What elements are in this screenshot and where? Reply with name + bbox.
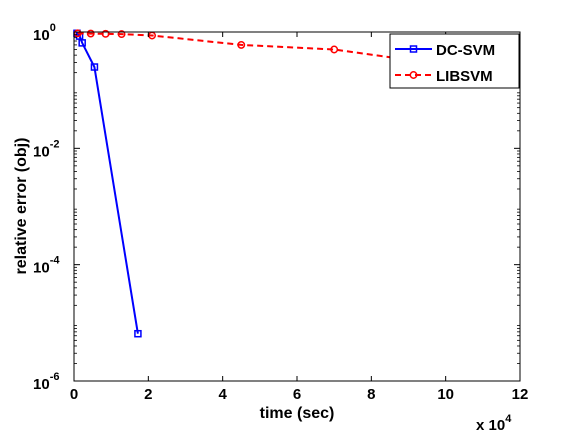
y-tick-label: 100 — [33, 22, 56, 44]
x-tick-label: 0 — [70, 386, 78, 403]
x-axis-ticks: 0 2 4 6 8 10 12 — [70, 32, 529, 403]
y-tick-label-base: 10 — [33, 376, 50, 393]
data-point-dc-svm — [134, 329, 142, 338]
x-tick-label: 8 — [367, 386, 375, 403]
plot-area — [74, 32, 520, 381]
data-point-dc-svm — [78, 39, 86, 47]
data-point-libsvm — [237, 40, 246, 49]
legend: DC-SVM LIBSVM — [389, 33, 520, 89]
x-scale-multiplier: x 104 — [476, 413, 512, 432]
x-scale-base: x 10 — [476, 417, 505, 432]
x-axis-label: time (sec) — [260, 405, 335, 422]
data-point-dc-svm — [90, 63, 99, 71]
data-point-libsvm — [86, 29, 95, 38]
y-tick-label-exponent: -4 — [50, 255, 61, 267]
x-scale-exponent: 4 — [505, 413, 512, 425]
x-tick-label: 6 — [293, 386, 301, 403]
series-line-dc-svm — [76, 32, 139, 334]
y-tick-label-base: 10 — [33, 143, 50, 160]
data-point-libsvm — [117, 30, 126, 39]
y-tick-label: 10-4 — [33, 255, 60, 277]
y-tick-label-exponent: -6 — [50, 371, 60, 383]
x-tick-label: 4 — [218, 386, 227, 403]
y-tick-label: 10-6 — [33, 371, 59, 393]
y-tick-label: 10-2 — [33, 138, 59, 160]
legend-label-libsvm: LIBSVM — [436, 68, 493, 85]
y-tick-label-exponent: 0 — [50, 22, 56, 34]
y-tick-label-base: 10 — [33, 27, 50, 44]
x-tick-label: 12 — [512, 386, 529, 403]
legend-marker-libsvm — [409, 71, 418, 79]
y-axis-label: relative error (obj) — [13, 138, 30, 275]
x-tick-label: 10 — [437, 386, 454, 403]
x-tick-label: 2 — [144, 386, 152, 403]
legend-marker-dc-svm — [409, 45, 418, 53]
data-point-libsvm — [330, 45, 339, 54]
y-tick-label-base: 10 — [33, 260, 50, 277]
legend-box — [389, 33, 520, 89]
data-point-libsvm — [101, 29, 110, 38]
data-point-libsvm — [73, 29, 82, 38]
series-layer — [73, 29, 432, 338]
legend-label-dc-svm: DC-SVM — [436, 42, 495, 59]
y-tick-label-exponent: -2 — [50, 138, 60, 150]
